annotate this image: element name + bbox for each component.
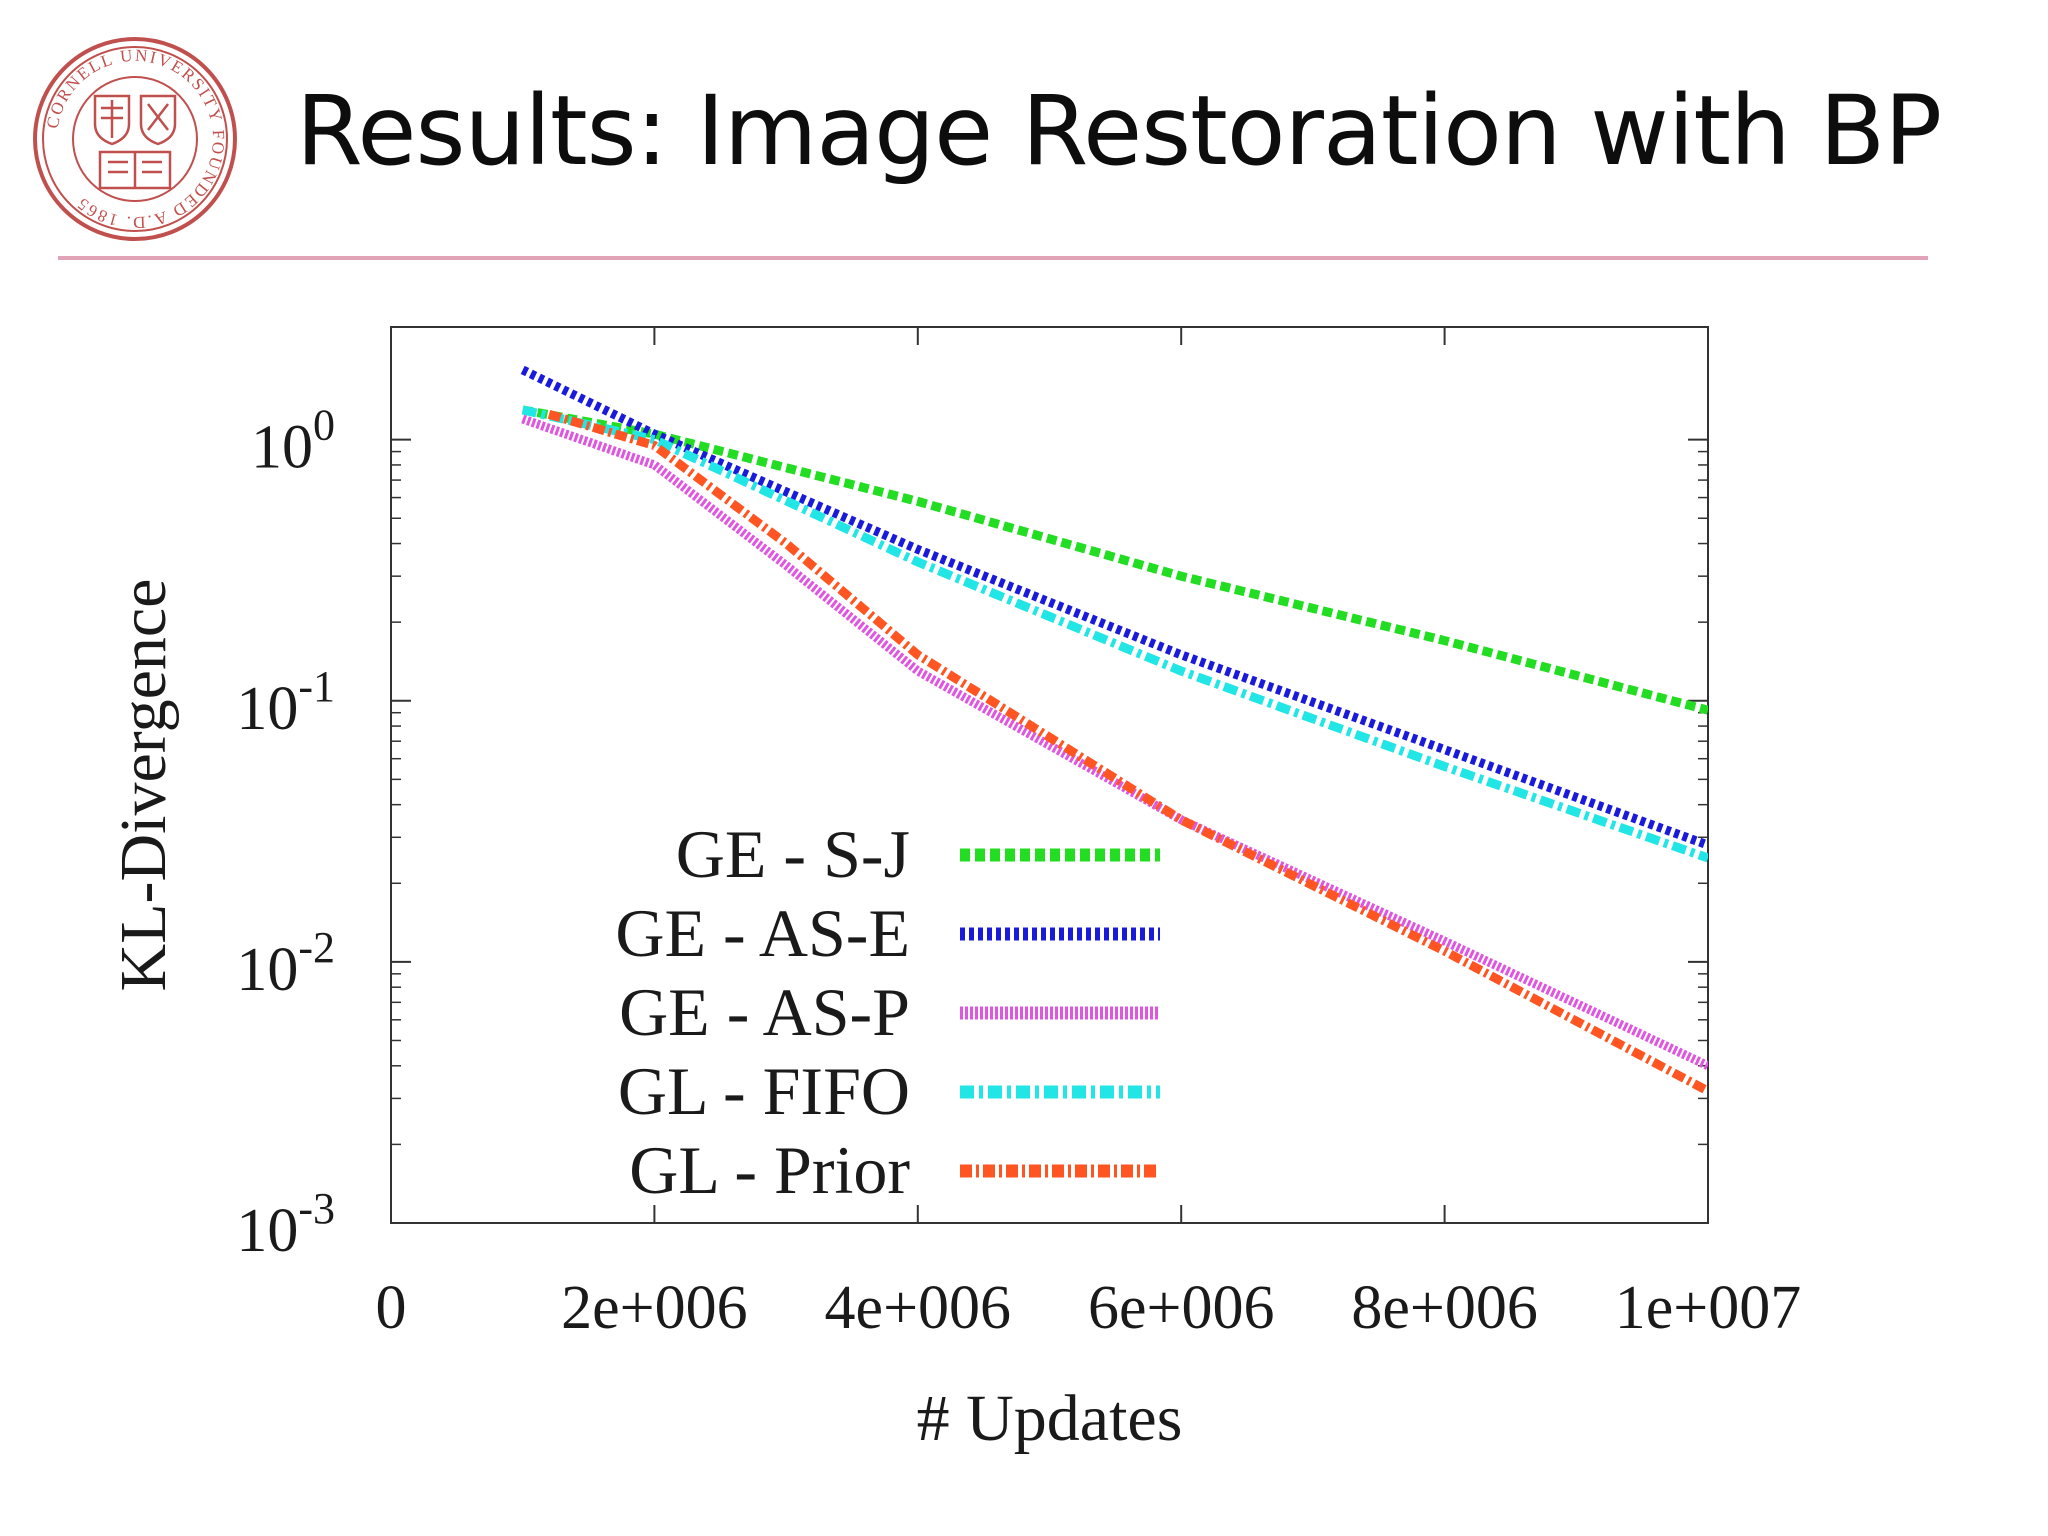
- x-tick-label: 0: [376, 1274, 407, 1342]
- series-line-gl-prior: [547, 409, 1708, 1096]
- series-line-ge-as-e: [520, 365, 1708, 850]
- x-tick-label: 2e+006: [561, 1274, 747, 1342]
- x-axis-label: # Updates: [917, 1382, 1183, 1455]
- y-tick-label: 10-2: [236, 923, 335, 1004]
- y-tick-label: 100: [251, 401, 335, 482]
- x-tick-label: 8e+006: [1351, 1274, 1537, 1342]
- y-axis-label: KL-Divergence: [107, 579, 180, 992]
- legend-label: GL - Prior: [629, 1132, 910, 1208]
- y-tick-label: 10-3: [236, 1184, 335, 1265]
- slide-title: Results: Image Restoration with BP: [296, 75, 1942, 187]
- legend-label: GE - AS-E: [615, 895, 910, 971]
- x-tick-label: 6e+006: [1088, 1274, 1274, 1342]
- title-divider: [58, 256, 1928, 260]
- axis-labels: 0 2e+006 4e+006 6e+006 8e+006 1e+007 100 10-1 10…: [107, 401, 1801, 1455]
- axis-ticks: [390, 327, 1709, 1224]
- legend-label: GE - AS-P: [619, 974, 910, 1050]
- y-tick-label: 10-1: [236, 662, 335, 743]
- cornell-seal-logo: CORNELL UNIVERSITY FOUNDED A.D. 1865: [33, 37, 237, 241]
- series-lines: [520, 365, 1708, 1096]
- x-tick-label: 1e+007: [1615, 1274, 1801, 1342]
- series-line-ge-s-j: [521, 405, 1708, 715]
- x-tick-label: 4e+006: [825, 1274, 1011, 1342]
- legend-label: GE - S-J: [676, 816, 910, 892]
- plot-area: [390, 326, 1709, 1224]
- legend-label: GL - FIFO: [618, 1053, 910, 1129]
- series-line-ge-as-p: [521, 414, 1708, 1070]
